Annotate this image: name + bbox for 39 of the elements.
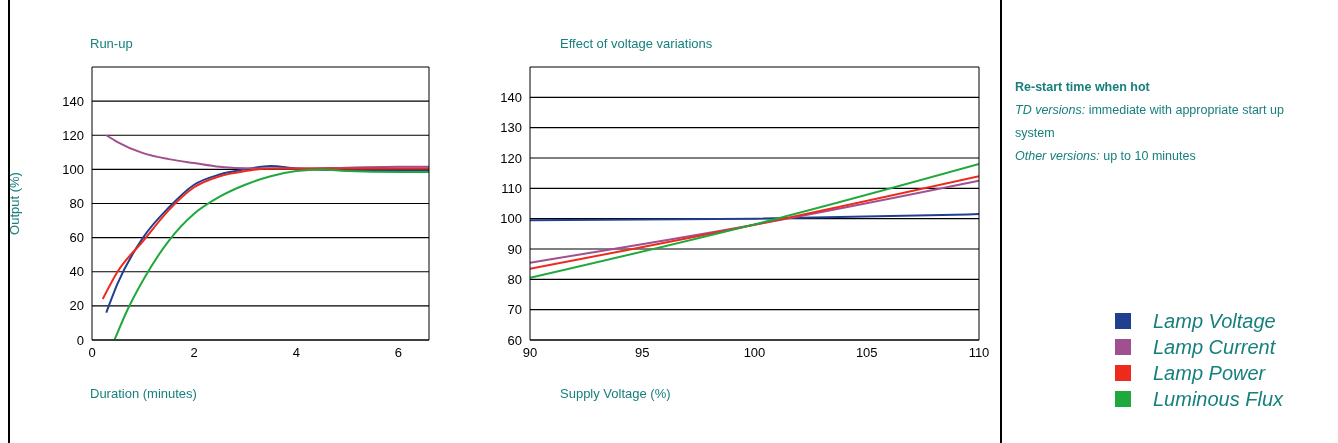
y-tick-label: 0 bbox=[76, 332, 84, 348]
x-tick-label: 95 bbox=[635, 345, 650, 361]
y-tick-label: 120 bbox=[62, 127, 84, 143]
chart-title: Run-up bbox=[90, 36, 133, 51]
y-tick-label: 60 bbox=[69, 230, 84, 246]
x-tick-label: 2 bbox=[190, 345, 198, 361]
x-axis-title: Supply Voltage (%) bbox=[560, 386, 671, 401]
line-series bbox=[105, 134, 429, 170]
legend-label: Luminous Flux bbox=[1153, 387, 1284, 411]
y-tick-label: 120 bbox=[500, 150, 522, 166]
x-tick-label: 100 bbox=[743, 345, 766, 361]
text: Other versions: up to 10 minutes bbox=[1015, 148, 1197, 165]
line-series bbox=[113, 168, 429, 340]
y-tick-label: 140 bbox=[500, 89, 522, 105]
x-tick-label: 90 bbox=[522, 345, 538, 361]
y-axis-title: Output (%) bbox=[6, 172, 22, 235]
y-tick-label: 20 bbox=[69, 298, 84, 314]
y-tick-label: 100 bbox=[500, 211, 522, 227]
legend-label: Lamp Current bbox=[1153, 335, 1276, 359]
x-tick-label: 4 bbox=[292, 345, 300, 361]
x-axis-title: Duration (minutes) bbox=[90, 386, 197, 401]
legend-label: Lamp Voltage bbox=[1153, 309, 1276, 333]
chart-title: Effect of voltage variations bbox=[560, 36, 713, 51]
y-tick-label: 80 bbox=[507, 271, 522, 287]
y-tick-label: 130 bbox=[500, 120, 522, 136]
y-tick-label: 100 bbox=[62, 161, 84, 177]
x-tick-label: 110 bbox=[968, 345, 990, 361]
x-tick-label: 105 bbox=[855, 345, 878, 361]
y-tick-label: 40 bbox=[69, 264, 84, 280]
y-tick-label: 70 bbox=[507, 302, 522, 318]
legend-label: Lamp Power bbox=[1153, 361, 1266, 385]
y-tick-label: 80 bbox=[69, 196, 84, 212]
text: Re-start time when hot bbox=[1015, 79, 1151, 96]
y-tick-label: 60 bbox=[507, 332, 522, 348]
y-tick-label: 110 bbox=[501, 180, 522, 196]
x-tick-label: 0 bbox=[88, 345, 96, 361]
y-tick-label: 140 bbox=[62, 93, 84, 109]
x-tick-label: 6 bbox=[394, 345, 402, 361]
y-tick-label: 90 bbox=[507, 241, 522, 257]
